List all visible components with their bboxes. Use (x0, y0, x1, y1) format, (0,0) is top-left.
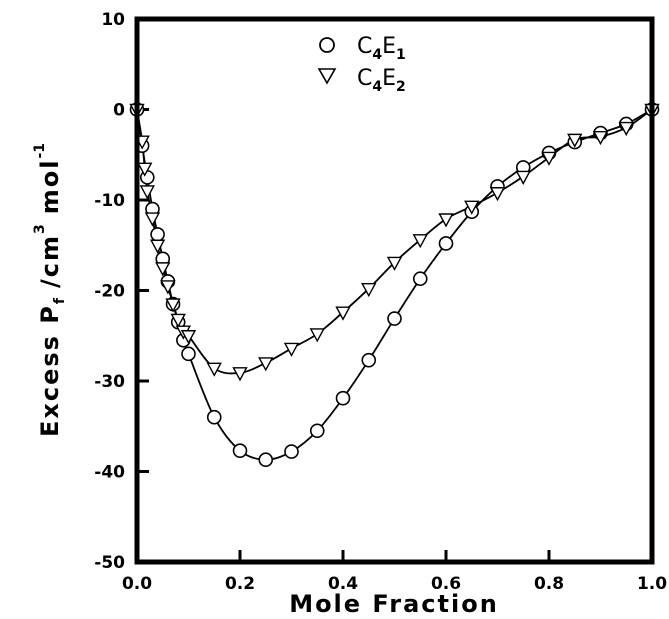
y-axis-title-sub: f (52, 297, 68, 304)
data-points (129, 102, 660, 468)
legend-c4e2-main: C (357, 66, 372, 91)
point-c4e1 (361, 352, 377, 368)
legend-marker-circle (319, 37, 335, 53)
point-c4e2 (258, 357, 274, 372)
point-c4e1 (150, 227, 165, 242)
point-c4e2 (160, 280, 176, 295)
point-c4e2 (618, 121, 634, 137)
axis-ticks (135, 17, 654, 564)
y-axis-title: Excess Pf/cm3 mol-1 (32, 143, 68, 437)
y-tick-label: 0 (113, 101, 125, 121)
legend-c4e1-sub1: 4 (372, 47, 382, 63)
point-c4e2 (361, 282, 377, 298)
point-c4e2 (386, 256, 403, 271)
point-c4e2 (309, 328, 325, 343)
point-c4e2 (489, 187, 506, 202)
point-c4e2 (464, 200, 480, 215)
y-tick-label: -10 (94, 191, 125, 211)
x-tick-label: 0.0 (122, 574, 152, 594)
point-c4e2 (283, 342, 300, 357)
point-c4e2 (170, 313, 186, 328)
point-c4e2 (232, 367, 248, 382)
legend-c4e2-mid: E (382, 66, 396, 91)
y-tick-label: -50 (94, 553, 125, 573)
point-c4e1 (412, 271, 428, 287)
legend: C4E1 C4E2 (317, 34, 406, 95)
legend-c4e2-sub2: 2 (396, 79, 406, 95)
y-axis-title-unit2-sup: -1 (32, 143, 48, 159)
point-c4e2 (137, 162, 153, 177)
point-c4e2 (180, 330, 197, 345)
legend-c4e2-sub1: 4 (372, 79, 382, 95)
legend-c4e1-main: C (357, 34, 372, 59)
point-c4e2 (149, 239, 166, 254)
x-tick-label: 0.6 (431, 574, 461, 594)
x-tick-label: 0.2 (225, 574, 255, 594)
point-c4e1 (181, 346, 196, 362)
curve-c4e1 (136, 108, 653, 461)
y-tick-label: -40 (94, 463, 125, 483)
point-c4e2 (155, 262, 171, 277)
y-axis-title-main: Excess P (36, 304, 64, 437)
y-tick-label: 10 (101, 10, 125, 30)
y-axis-title-unit-sup: 3 (32, 224, 48, 234)
point-c4e2 (165, 298, 181, 313)
point-c4e2 (567, 133, 583, 148)
point-c4e2 (515, 170, 531, 185)
legend-label-c4e2: C4E2 (357, 66, 406, 95)
x-tick-label: 1.0 (637, 574, 667, 594)
point-c4e2 (144, 212, 161, 227)
x-axis-title: Mole Fraction (289, 590, 499, 618)
point-c4e2 (541, 151, 557, 166)
point-c4e1 (438, 236, 454, 251)
legend-c4e1-mid: E (382, 34, 396, 59)
legend-marker-triangle (317, 68, 337, 85)
x-tick-label: 0.8 (534, 574, 564, 594)
y-axis-title-unit2: mol (36, 159, 64, 215)
legend-label-c4e1: C4E1 (357, 34, 406, 63)
point-c4e2 (139, 185, 155, 200)
point-c4e2 (438, 213, 454, 228)
y-tick-label: -30 (94, 372, 125, 392)
point-c4e2 (412, 234, 428, 249)
y-tick-labels: -50 -40 -30 -20 -10 0 10 (94, 10, 125, 573)
point-c4e2 (592, 130, 609, 146)
point-c4e1 (284, 444, 299, 459)
point-c4e1 (258, 452, 274, 468)
x-tick-label: 0.4 (328, 574, 358, 594)
point-c4e2 (206, 362, 222, 377)
legend-c4e1-sub2: 1 (396, 47, 406, 63)
point-c4e1 (206, 409, 222, 425)
point-c4e1 (335, 390, 351, 406)
x-tick-labels: 0.0 0.2 0.4 0.6 0.8 1.0 (122, 574, 667, 594)
point-c4e1 (232, 443, 248, 458)
point-c4e1 (387, 311, 402, 326)
plot-frame (134, 16, 655, 565)
point-c4e1 (309, 423, 325, 439)
point-c4e2 (335, 306, 351, 321)
y-axis-title-unit: /cm (36, 234, 64, 288)
y-tick-label: -20 (94, 282, 125, 302)
fit-curves (136, 108, 653, 461)
